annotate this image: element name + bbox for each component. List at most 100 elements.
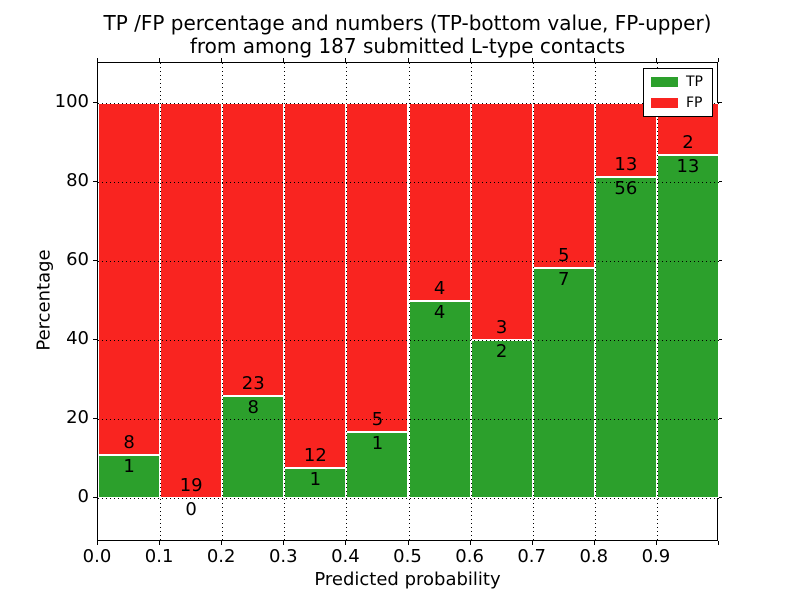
gridline-vertical [470,63,472,542]
x-tick-mark [221,541,223,545]
x-tick-mark-top [283,58,285,62]
y-tick-mark-right [718,101,722,103]
x-tick-label: 0.7 [517,546,546,567]
x-tick-mark [531,541,533,545]
y-tick-mark [93,180,97,182]
y-tick-label: 40 [66,328,89,350]
fp-bar [284,102,347,468]
gridline-vertical [160,63,162,542]
fp-count-label: 13 [614,154,638,175]
legend-tp-swatch [651,77,678,87]
x-tick-mark [97,541,98,545]
gridline-vertical [656,63,658,542]
y-tick-mark-right [718,180,722,182]
legend-fp-swatch [651,98,678,108]
fp-count-label: 4 [433,277,446,299]
fp-count-label: 23 [241,373,265,395]
y-tick-label: 20 [66,407,89,429]
gridline-vertical [222,63,224,542]
tp-bar [532,267,595,499]
gridline-vertical [532,63,534,542]
y-tick-mark [93,101,97,103]
fp-count-label: 2 [682,132,694,154]
plot-area: 8 1 19 0 23 8 12 1 5 1 4 4 3 2 5 7 13 56 2 13 TP FP [97,62,719,542]
y-tick-mark [93,259,97,261]
x-tick-label: 0.9 [641,546,671,567]
fp-bar [222,102,285,397]
x-tick-label: 0.0 [82,546,112,567]
x-tick-label: 0.2 [206,546,236,567]
tp-count-label: 0 [185,499,197,521]
fp-count-label: 19 [179,475,203,497]
fp-count-label: 5 [558,244,570,266]
tp-bar [98,454,161,499]
tp-count-label: 1 [371,433,384,455]
fp-count-label: 5 [371,409,384,431]
chart-title: TP /FP percentage and numbers (TP-bottom… [97,12,718,58]
x-tick-mark [469,541,471,545]
legend: TP FP [643,68,713,117]
x-tick-mark-top [159,58,161,62]
tp-count-label: 1 [123,455,135,477]
x-tick-mark-top [345,58,347,62]
x-tick-mark [718,541,719,545]
y-tick-mark-right [718,339,722,341]
tp-count-label: 8 [247,397,259,419]
gridline-vertical [346,63,348,542]
fp-count-label: 3 [495,317,508,339]
tp-count-label: 4 [433,301,446,323]
fp-bar [346,102,409,433]
x-tick-mark [593,541,595,545]
chart-title-line1: TP /FP percentage and numbers (TP-bottom… [103,11,712,35]
x-tick-mark-top [407,58,409,62]
fp-bar [408,102,471,301]
y-tick-mark-right [718,418,722,420]
tp-count-label: 2 [495,341,508,363]
y-tick-mark [93,339,97,341]
tp-count-label: 13 [676,156,700,178]
fp-bar [532,102,595,268]
gridline-vertical [594,63,596,542]
x-tick-mark [345,541,347,545]
tp-bar [594,177,657,499]
gridline-vertical [408,63,410,542]
x-tick-mark [655,541,657,545]
x-tick-mark-top [469,58,471,62]
fp-count-label: 8 [123,431,135,453]
tp-bar [284,467,347,499]
tp-count-label: 1 [309,468,322,490]
x-tick-label: 0.4 [331,546,360,567]
fp-bar [470,102,533,341]
y-tick-label: 60 [66,248,89,270]
x-axis-label: Predicted probability [314,569,501,590]
x-tick-mark-top [593,58,595,62]
x-tick-label: 0.6 [455,546,484,567]
y-tick-mark-right [718,259,722,261]
x-tick-label: 0.5 [393,546,422,567]
tp-bar [222,396,285,499]
y-tick-label: 80 [66,169,89,191]
tp-count-label: 56 [614,178,638,199]
x-tick-label: 0.3 [268,546,298,567]
x-tick-label: 0.8 [579,546,609,567]
chart-title-line2: from among 187 submitted L-type contacts [189,34,626,58]
x-tick-label: 0.1 [144,546,174,567]
tp-bar [656,155,719,499]
y-tick-label: 0 [77,486,89,508]
x-tick-mark [159,541,161,545]
x-tick-mark-top [655,58,657,62]
gridline-vertical [284,63,286,542]
x-tick-mark-top [718,58,719,62]
y-tick-mark [93,497,97,499]
y-tick-label: 100 [54,90,89,112]
fp-count-label: 12 [303,444,327,466]
legend-entry-fp: FP [651,96,703,110]
legend-fp-label: FP [686,95,703,111]
fp-bar [160,102,223,499]
y-tick-mark [93,418,97,420]
tp-bar [408,300,471,499]
fp-bar [98,102,161,455]
x-tick-mark-top [531,58,533,62]
legend-entry-tp: TP [651,75,703,89]
